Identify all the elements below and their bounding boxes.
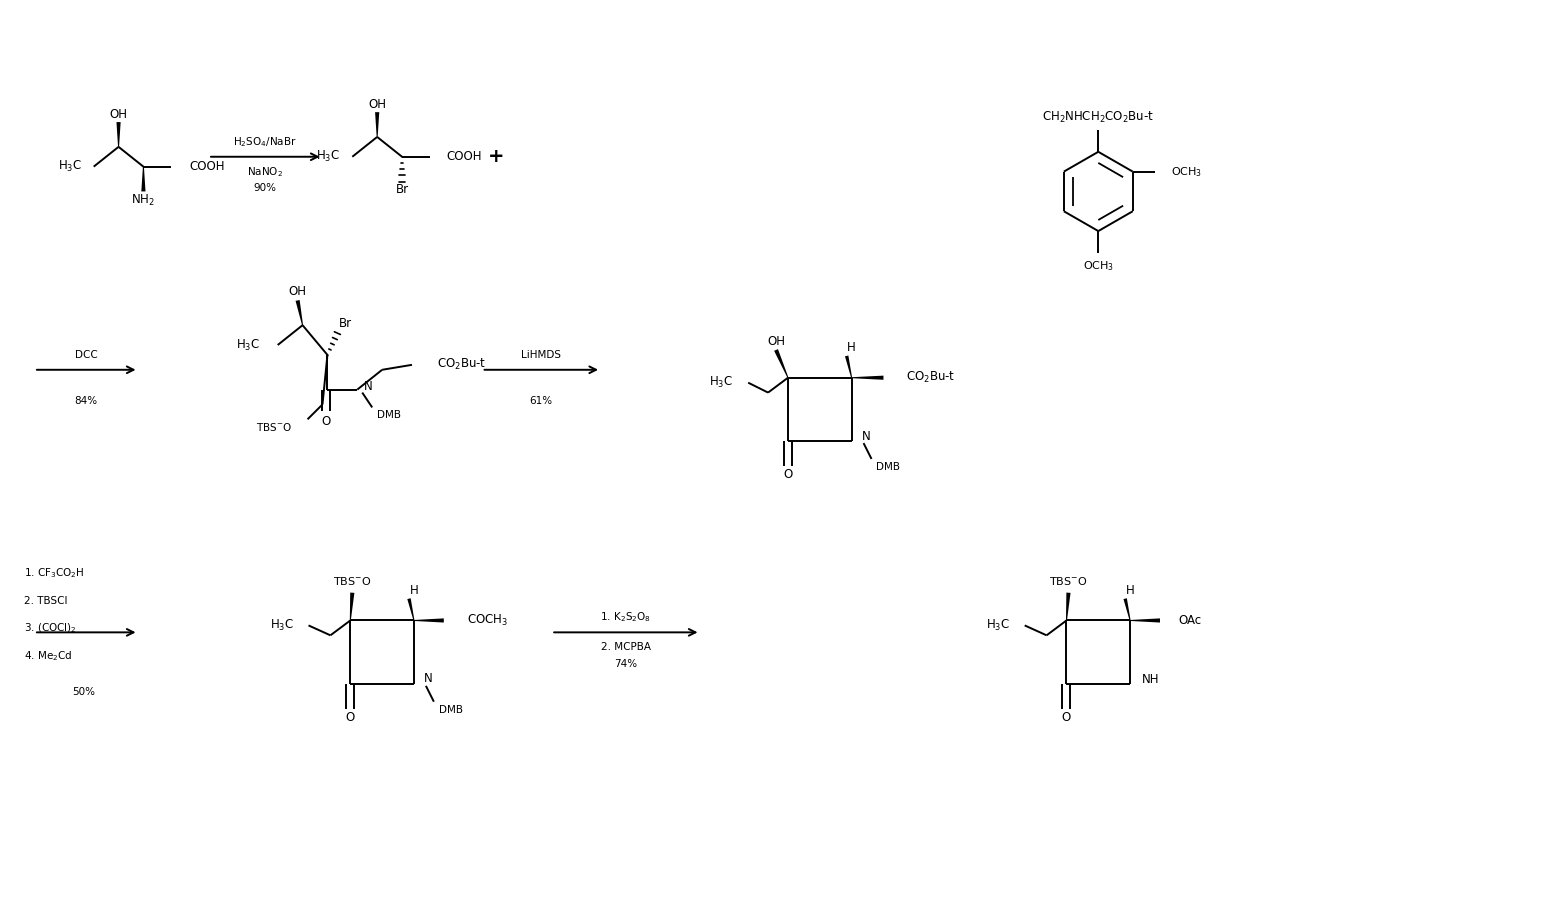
- Text: O: O: [346, 711, 355, 724]
- Text: $\mathregular{H_3C}$: $\mathregular{H_3C}$: [236, 337, 260, 353]
- Text: $\mathregular{NH_2}$: $\mathregular{NH_2}$: [131, 193, 155, 208]
- Text: N: N: [364, 380, 372, 393]
- Polygon shape: [845, 355, 852, 378]
- Text: OH: OH: [766, 335, 785, 347]
- Text: NH: NH: [1142, 674, 1159, 686]
- Text: 61%: 61%: [530, 396, 552, 406]
- Text: 2. MCPBA: 2. MCPBA: [601, 643, 651, 653]
- Text: $\mathregular{TBS^{-}O}$: $\mathregular{TBS^{-}O}$: [1049, 574, 1087, 587]
- Text: H: H: [410, 584, 418, 597]
- Text: $\mathregular{H_2SO_4/NaBr}$: $\mathregular{H_2SO_4/NaBr}$: [233, 135, 297, 149]
- Text: DMB: DMB: [876, 462, 901, 472]
- Text: +: +: [488, 147, 505, 166]
- Text: LiHMDS: LiHMDS: [521, 350, 561, 360]
- Text: 1. $\mathregular{K_2S_2O_8}$: 1. $\mathregular{K_2S_2O_8}$: [601, 611, 651, 624]
- Text: 50%: 50%: [72, 687, 95, 697]
- Text: $\mathregular{COCH_3}$: $\mathregular{COCH_3}$: [466, 613, 508, 628]
- Text: 1. $\mathregular{CF_3CO_2H}$: 1. $\mathregular{CF_3CO_2H}$: [23, 566, 84, 580]
- Text: N: N: [424, 673, 433, 685]
- Polygon shape: [296, 300, 303, 325]
- Polygon shape: [1123, 598, 1131, 621]
- Polygon shape: [350, 593, 355, 621]
- Text: OH: OH: [368, 98, 386, 111]
- Text: 4. $\mathregular{Me_2Cd}$: 4. $\mathregular{Me_2Cd}$: [23, 649, 72, 663]
- Text: N: N: [862, 430, 870, 443]
- Text: $\mathregular{NaNO_2}$: $\mathregular{NaNO_2}$: [247, 165, 283, 178]
- Text: 90%: 90%: [253, 184, 277, 194]
- Polygon shape: [375, 112, 378, 137]
- Text: COOH: COOH: [189, 160, 225, 173]
- Text: $\mathregular{CO_2Bu\text{-}t}$: $\mathregular{CO_2Bu\text{-}t}$: [436, 357, 486, 373]
- Text: O: O: [784, 468, 793, 481]
- Polygon shape: [116, 122, 120, 147]
- Text: $\mathregular{CO_2Bu\text{-}t}$: $\mathregular{CO_2Bu\text{-}t}$: [906, 370, 956, 385]
- Text: H: H: [848, 342, 856, 355]
- Text: $\mathregular{H_3C}$: $\mathregular{H_3C}$: [269, 618, 294, 633]
- Polygon shape: [1131, 618, 1160, 623]
- Text: $\mathregular{H_3C}$: $\mathregular{H_3C}$: [316, 149, 341, 165]
- Text: O: O: [322, 415, 332, 428]
- Text: 3. $\mathregular{(COCl)_2}$: 3. $\mathregular{(COCl)_2}$: [23, 622, 77, 635]
- Text: DMB: DMB: [377, 410, 402, 420]
- Polygon shape: [141, 166, 145, 192]
- Text: $\mathregular{H_3C}$: $\mathregular{H_3C}$: [708, 375, 734, 390]
- Text: $\mathregular{OCH_3}$: $\mathregular{OCH_3}$: [1170, 165, 1201, 178]
- Polygon shape: [414, 618, 444, 623]
- Text: O: O: [1062, 711, 1071, 724]
- Polygon shape: [1067, 593, 1070, 621]
- Polygon shape: [407, 598, 414, 621]
- Text: $\mathregular{OCH_3}$: $\mathregular{OCH_3}$: [1082, 259, 1114, 273]
- Text: OAc: OAc: [1178, 614, 1201, 627]
- Text: Br: Br: [339, 316, 352, 330]
- Text: COOH: COOH: [447, 150, 482, 164]
- Text: Br: Br: [396, 183, 408, 196]
- Text: 2. TBSCl: 2. TBSCl: [23, 595, 67, 605]
- Text: 84%: 84%: [75, 396, 99, 406]
- Text: OH: OH: [109, 107, 128, 121]
- Text: DCC: DCC: [75, 350, 97, 360]
- Text: DMB: DMB: [439, 704, 463, 714]
- Text: OH: OH: [289, 285, 307, 298]
- Text: $\mathregular{TBS^{-}O}$: $\mathregular{TBS^{-}O}$: [333, 574, 372, 587]
- Text: $\mathregular{CH_2NHCH_2CO_2Bu\text{-}t}$: $\mathregular{CH_2NHCH_2CO_2Bu\text{-}t}…: [1042, 110, 1154, 125]
- Text: $\mathregular{TBS^{-}O}$: $\mathregular{TBS^{-}O}$: [256, 421, 292, 434]
- Text: $\mathregular{H_3C}$: $\mathregular{H_3C}$: [58, 159, 81, 175]
- Text: 74%: 74%: [615, 659, 638, 669]
- Text: H: H: [1126, 584, 1134, 597]
- Polygon shape: [852, 375, 884, 380]
- Text: $\mathregular{H_3C}$: $\mathregular{H_3C}$: [985, 618, 1010, 633]
- Polygon shape: [774, 349, 788, 378]
